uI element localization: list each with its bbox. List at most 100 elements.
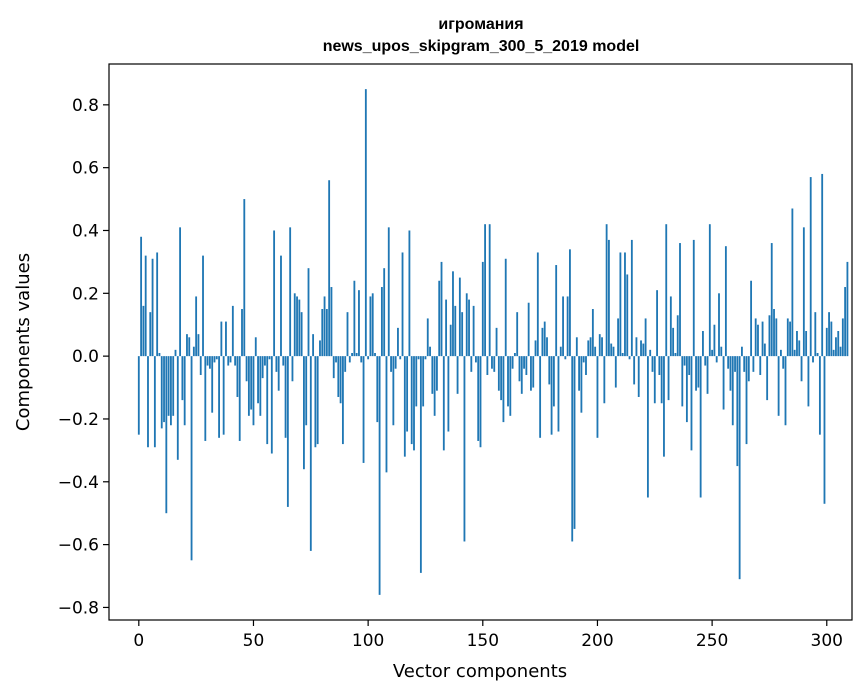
chart-title: игромания <box>438 16 523 33</box>
bar-component-43 <box>236 356 239 397</box>
bar-component-160 <box>504 258 507 357</box>
bar-component-276 <box>770 243 773 357</box>
bar-component-32 <box>211 356 214 413</box>
bar-component-46 <box>243 199 246 357</box>
y-tick-label: 0.4 <box>72 221 99 241</box>
bar-component-269 <box>754 318 757 357</box>
bar-component-215 <box>630 239 633 357</box>
bar-component-86 <box>335 356 337 363</box>
bar-component-178 <box>546 337 548 357</box>
x-tick-label: 100 <box>352 631 384 651</box>
bar-component-58 <box>270 356 273 454</box>
bar-component-236 <box>679 243 681 357</box>
bar-component-224 <box>651 356 654 372</box>
y-tick-label: −0.2 <box>58 410 99 430</box>
y-tick-label: −0.8 <box>58 598 99 618</box>
bar-component-165 <box>516 312 519 357</box>
bar-component-181 <box>552 356 555 407</box>
bar-component-286 <box>793 349 796 357</box>
bar-component-259 <box>731 356 734 426</box>
bar-component-142 <box>463 356 466 542</box>
bar-component-298 <box>821 173 824 357</box>
bar-component-154 <box>491 356 493 369</box>
bar-component-281 <box>782 356 785 369</box>
bar-component-223 <box>649 349 652 357</box>
bar-component-63 <box>282 356 285 366</box>
bar-component-190 <box>573 356 576 529</box>
bar-component-255 <box>722 356 725 410</box>
bar-component-105 <box>378 356 381 595</box>
bar-component-112 <box>394 356 397 369</box>
bar-component-226 <box>656 290 658 357</box>
bar-component-138 <box>454 305 457 357</box>
bar-component-155 <box>493 356 496 372</box>
bar-component-308 <box>844 287 847 357</box>
bar-component-245 <box>699 356 702 498</box>
bar-component-289 <box>800 356 803 382</box>
bar-component-291 <box>805 331 808 357</box>
bar-component-302 <box>830 321 833 357</box>
bar-component-216 <box>633 356 636 385</box>
bar-component-293 <box>809 177 812 357</box>
bar-component-307 <box>841 318 844 357</box>
bar-component-8 <box>156 252 159 357</box>
bar-component-80 <box>321 309 324 357</box>
bar-component-110 <box>390 356 392 372</box>
bar-component-161 <box>507 356 509 407</box>
bar-component-164 <box>513 352 516 357</box>
bar-component-221 <box>644 318 647 357</box>
bar-component-266 <box>747 356 750 382</box>
bar-component-280 <box>779 349 782 357</box>
bar-component-143 <box>465 293 468 357</box>
bar-component-220 <box>642 343 645 357</box>
bar-component-36 <box>220 321 223 357</box>
x-tick-label: 200 <box>581 631 613 651</box>
bar-component-61 <box>277 356 280 391</box>
bar-component-132 <box>440 261 443 357</box>
bar-component-273 <box>763 343 766 357</box>
bar-component-66 <box>289 227 292 357</box>
bar-component-227 <box>658 356 661 375</box>
bar-component-48 <box>247 356 250 416</box>
bar-component-153 <box>488 224 491 357</box>
bar-component-109 <box>387 227 390 357</box>
x-tick-label: 50 <box>243 631 265 651</box>
bar-component-134 <box>445 299 448 357</box>
bar-component-162 <box>509 356 512 416</box>
bar-component-168 <box>523 356 525 369</box>
bar-component-128 <box>431 356 434 394</box>
bar-component-148 <box>477 356 480 441</box>
bar-component-176 <box>541 327 544 357</box>
bar-component-272 <box>761 321 764 357</box>
bar-component-140 <box>458 277 461 357</box>
y-tick-label: 0.8 <box>72 96 99 116</box>
bar-component-256 <box>724 246 727 357</box>
bar-component-133 <box>442 356 445 451</box>
bar-component-250 <box>711 349 714 357</box>
bar-component-100 <box>367 356 370 360</box>
bar-component-277 <box>773 309 775 357</box>
bar-component-55 <box>264 356 266 366</box>
bar-component-107 <box>383 268 386 357</box>
bar-component-35 <box>218 356 220 438</box>
bar-component-89 <box>341 356 344 445</box>
bar-component-41 <box>231 305 234 357</box>
bar-component-188 <box>569 249 571 357</box>
bar-component-185 <box>562 296 564 357</box>
bar-component-117 <box>406 356 409 432</box>
bar-component-114 <box>399 356 402 360</box>
bar-component-103 <box>374 352 376 357</box>
bar-component-70 <box>298 299 301 357</box>
bar-component-75 <box>309 356 312 551</box>
bar-component-49 <box>250 356 253 410</box>
bar-component-194 <box>582 356 585 363</box>
bar-component-204 <box>605 224 608 357</box>
bars-group <box>137 89 849 595</box>
bar-component-294 <box>812 356 814 363</box>
bar-component-205 <box>608 239 610 357</box>
bar-component-31 <box>208 356 211 369</box>
y-tick-label: 0.6 <box>72 159 99 179</box>
bar-component-306 <box>839 346 842 357</box>
bar-component-300 <box>825 327 828 357</box>
bar-component-230 <box>665 224 668 357</box>
